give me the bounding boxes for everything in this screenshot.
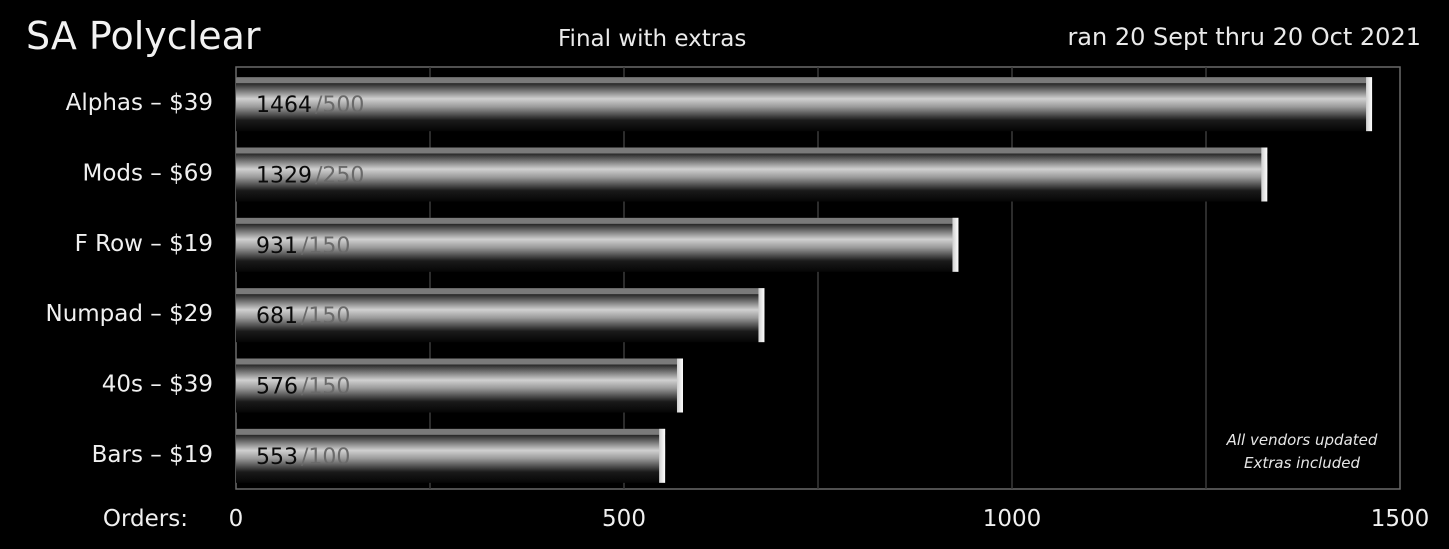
annotation-line-2: Extras included: [1244, 454, 1361, 472]
labels: 0 500 1000 1500 Alphas – $39 1464/500 Mods – $…: [45, 90, 1429, 532]
category-label: Numpad – $29: [45, 301, 213, 327]
value-label: 1329/250: [256, 164, 364, 189]
x-tick-label: 500: [602, 506, 646, 532]
value-label: 931/150: [256, 234, 350, 259]
bar: [236, 77, 1373, 132]
grid-lines: [235, 66, 1401, 490]
value-label: 553/100: [256, 445, 350, 470]
bar-end-cap: [952, 217, 959, 272]
chart-title: SA Polyclear: [26, 14, 261, 58]
value-number: 576: [256, 375, 298, 400]
chart-subtitle: Final with extras: [558, 26, 747, 52]
goal-label: /150: [301, 304, 350, 329]
category-label: Alphas – $39: [66, 90, 213, 116]
goal-label: /150: [301, 234, 350, 259]
value-number: 1464: [256, 93, 312, 118]
x-tick-label: 1500: [1371, 506, 1430, 532]
bar-top-edge: [236, 358, 683, 365]
annotation-line-1: All vendors updated: [1226, 431, 1378, 449]
bar-top-edge: [236, 288, 765, 295]
goal-label: /150: [301, 375, 350, 400]
value-label: 576/150: [256, 375, 350, 400]
date-range: ran 20 Sept thru 20 Oct 2021: [1067, 23, 1421, 51]
x-tick-label: 0: [229, 506, 244, 532]
bars: [236, 77, 1373, 483]
value-number: 931: [256, 234, 298, 259]
bar: [236, 288, 765, 343]
category-label: F Row – $19: [75, 231, 213, 257]
bar-end-cap: [1366, 77, 1373, 132]
bar: [236, 428, 666, 483]
bar-end-cap: [659, 428, 666, 483]
bar-top-edge: [236, 217, 959, 224]
bar: [236, 358, 683, 413]
bar-top-edge: [236, 77, 1373, 84]
category-label: 40s – $39: [102, 372, 213, 398]
category-label: Mods – $69: [82, 161, 213, 187]
x-tick-label: 1000: [983, 506, 1042, 532]
bar: [236, 147, 1268, 202]
bar-end-cap: [676, 358, 683, 413]
bar-end-cap: [1261, 147, 1268, 202]
goal-label: /500: [315, 93, 364, 118]
x-axis-label: Orders:: [103, 506, 188, 532]
bar-end-cap: [758, 288, 765, 343]
value-number: 1329: [256, 164, 312, 189]
bar: [236, 217, 959, 272]
bar-top-edge: [236, 428, 666, 435]
category-label: Bars – $19: [92, 442, 213, 468]
value-number: 553: [256, 445, 298, 470]
value-label: 681/150: [256, 304, 350, 329]
value-label: 1464/500: [256, 93, 364, 118]
bar-top-edge: [236, 147, 1268, 154]
goal-label: /250: [315, 164, 364, 189]
goal-label: /100: [301, 445, 350, 470]
value-number: 681: [256, 304, 298, 329]
